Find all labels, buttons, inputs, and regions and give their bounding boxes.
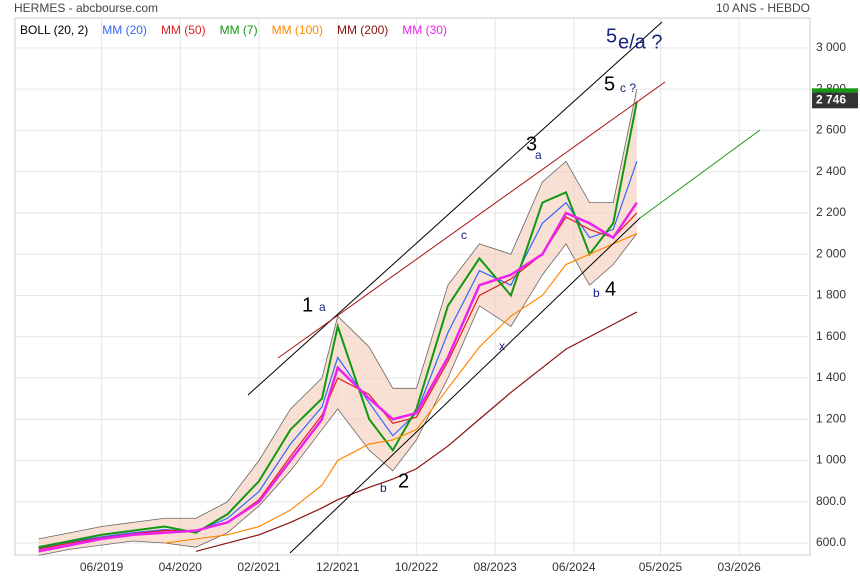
trend-line (639, 129, 761, 219)
x-tick-label: 06/2019 (80, 560, 124, 574)
legend-entry: MM (50) (161, 23, 206, 37)
series-line (164, 233, 638, 544)
x-tick-label: 06/2024 (552, 560, 596, 574)
channel-lines (247, 21, 761, 554)
wave-label: 1 (302, 294, 313, 316)
wave-label: 5 (606, 25, 617, 47)
x-tick-label: 10/2022 (395, 560, 439, 574)
series-line (38, 201, 638, 553)
x-tick-label: 04/2020 (159, 560, 203, 574)
series-line (38, 101, 638, 549)
wave-label: b (380, 481, 387, 495)
wave-label: 2 (398, 470, 409, 492)
x-tick-label: 12/2021 (316, 560, 360, 574)
plot-area: 600.0 800.0 1 000 1 200 1 400 1 600 1 800 2 000… (14, 17, 858, 574)
last-price-box (812, 92, 858, 109)
wave-label: a (319, 300, 326, 314)
trend-line (277, 81, 666, 359)
last-price-flag (812, 88, 858, 93)
trend-line (247, 21, 663, 396)
legend-entry: MM (30) (402, 23, 447, 37)
wave-label: c (461, 228, 467, 242)
x-tick-label: 08/2023 (473, 560, 517, 574)
y-tick-label: 800.0 (816, 494, 846, 508)
series-line (38, 161, 638, 549)
y-tick-label: 2 000 (816, 246, 846, 260)
x-tick-label: 02/2021 (237, 560, 281, 574)
legend-entry: MM (20) (102, 23, 147, 37)
wave-label: 4 (605, 278, 616, 300)
wave-label: e/a ? (618, 31, 662, 53)
chart-title: HERMES - abcbourse.com (14, 1, 158, 15)
y-tick-label: 1 600 (816, 329, 846, 343)
bollinger-band (38, 89, 637, 556)
x-tick-label: 03/2026 (717, 560, 761, 574)
wave-label: 3 (526, 133, 537, 155)
wave-labels: 1 a 2 b 3 a c x 4 b 5 c ? 5 e/a ? (302, 25, 662, 495)
wave-label: x (499, 339, 505, 353)
wave-label: a (535, 148, 542, 162)
x-tick-label: 05/2025 (639, 560, 683, 574)
y-tick-label: 3 000 (816, 40, 846, 54)
legend-entry: MM (100) (272, 23, 323, 37)
wave-label: c ? (620, 81, 636, 95)
y-tick-label: 1 000 (816, 453, 846, 467)
y-tick-label: 1 800 (816, 288, 846, 302)
y-tick-label: 1 200 (816, 411, 846, 425)
bollinger-line (38, 233, 638, 556)
wave-label: 5 (604, 73, 615, 95)
y-tick-label: 2 600 (816, 123, 846, 137)
legend-entry: BOLL (20, 2) (20, 23, 88, 37)
y-tick-label: 2 400 (816, 164, 846, 178)
legend-entry: MM (7) (220, 23, 258, 37)
bollinger-line (38, 89, 638, 540)
y-tick-label: 600.0 (816, 535, 846, 549)
series-line (195, 311, 638, 552)
legend-entry: MM (200) (337, 23, 388, 37)
y-tick-label: 1 400 (816, 370, 846, 384)
plot-frame (14, 17, 811, 556)
trend-line (289, 217, 641, 554)
y-tick-label: 2 200 (816, 205, 846, 219)
wave-label: b (593, 286, 600, 300)
chart-subtitle: 10 ANS - HEBDO (716, 1, 810, 15)
last-price-label: 2 746 (816, 92, 846, 106)
